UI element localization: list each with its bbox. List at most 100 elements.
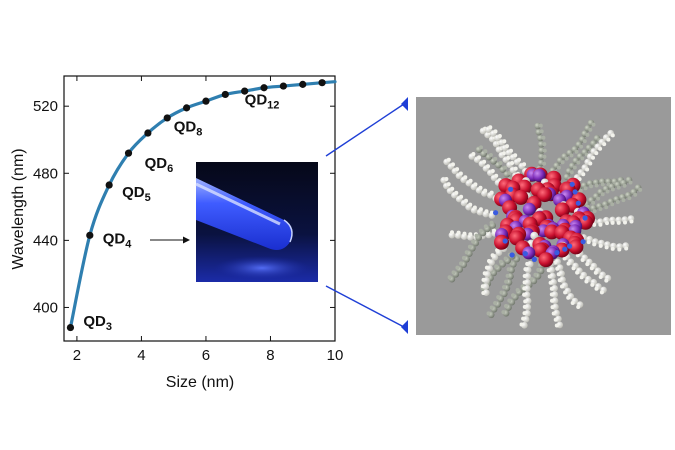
ligand-atom xyxy=(481,277,486,282)
ligand-atom xyxy=(556,165,561,170)
ligand-atom xyxy=(459,261,463,266)
ligand-atom xyxy=(503,256,508,261)
ligand-atom xyxy=(509,148,513,153)
ligand-atom xyxy=(464,198,468,203)
ligand-atom xyxy=(591,155,595,160)
ligand-atom xyxy=(542,161,547,166)
ligand-atom xyxy=(504,279,509,284)
ligand-atom xyxy=(598,243,603,248)
ligand-atom xyxy=(523,267,528,272)
ligand-atom xyxy=(572,165,577,170)
ligand-atom xyxy=(541,135,546,140)
ligand-atom xyxy=(556,272,561,277)
core-atom xyxy=(493,210,499,216)
ligand-atom xyxy=(562,256,567,261)
ligand-atom xyxy=(486,311,491,316)
tick-labels: 2 4 6 8 10 400 440 480 520 xyxy=(33,98,343,364)
y-tick-label: 520 xyxy=(33,98,58,115)
ligand-atom xyxy=(515,288,520,292)
ligand-atom xyxy=(483,188,488,193)
ligand-atom xyxy=(522,280,527,285)
ligand-atom xyxy=(596,196,601,201)
core-atom xyxy=(508,186,514,192)
qd-label: QD5 xyxy=(122,184,151,204)
ligand-atom xyxy=(627,196,632,201)
ligand-atom xyxy=(523,291,531,299)
ligand-atom xyxy=(503,165,507,170)
core-atom xyxy=(532,168,546,182)
ligand-atom xyxy=(498,259,503,264)
ligand-atom xyxy=(615,200,620,204)
ligand-shell xyxy=(440,119,643,329)
ligand-atom xyxy=(588,127,593,132)
core-atom xyxy=(513,189,529,205)
ligand-atom xyxy=(549,286,554,291)
core-atom xyxy=(509,252,515,258)
ligand-atom xyxy=(507,298,512,303)
x-tick-label: 6 xyxy=(202,347,210,364)
quantum-dot-model xyxy=(416,97,671,335)
ligand-atom xyxy=(602,142,607,147)
ligand-atom xyxy=(478,228,483,233)
ligand-atom xyxy=(480,284,485,289)
ligand-atom xyxy=(489,190,494,195)
ligand-atom xyxy=(590,282,595,287)
ligand-atom xyxy=(610,133,615,138)
ligand-atom xyxy=(571,266,576,271)
core-atom xyxy=(572,189,578,195)
data-point xyxy=(318,79,326,87)
core-atom xyxy=(569,181,575,187)
ligand-atom xyxy=(591,200,596,205)
ligand-atom xyxy=(522,304,527,309)
ligand-atom xyxy=(501,310,506,315)
ligand-atom xyxy=(628,180,633,185)
ligand-atom xyxy=(511,293,515,298)
data-point xyxy=(144,129,152,137)
ligand-atom xyxy=(610,202,615,207)
ligand-atom xyxy=(591,122,596,127)
ligand-atom xyxy=(557,278,562,283)
ligand-atom xyxy=(582,139,587,144)
ligand-atom xyxy=(484,265,489,270)
ligand-atom xyxy=(592,242,597,247)
ligand-atom xyxy=(523,299,528,304)
data-point xyxy=(260,84,268,92)
ligand-atom xyxy=(553,317,558,322)
ligand-atom xyxy=(522,292,527,297)
ligand-atom xyxy=(505,144,509,149)
axis-ticks xyxy=(64,76,336,341)
ligand-atom xyxy=(493,129,498,134)
ligand-atom xyxy=(450,230,454,235)
core-atom xyxy=(538,252,554,268)
ligand-atom xyxy=(542,154,547,159)
ligand-atom xyxy=(519,322,524,327)
ligand-atom xyxy=(524,279,531,286)
nanocrystal-core xyxy=(493,166,595,268)
core-atom xyxy=(554,250,560,256)
ligand-atom xyxy=(580,156,585,161)
ligand-atom xyxy=(481,291,486,295)
ligand-atom xyxy=(450,186,455,191)
ligand-atom xyxy=(594,151,599,156)
ligand-atom xyxy=(488,125,493,130)
ligand-atom xyxy=(479,145,483,150)
ligand-atom xyxy=(610,220,615,225)
ligand-atom xyxy=(621,198,626,203)
ligand-atom xyxy=(538,147,545,154)
ligand-atom xyxy=(502,285,506,290)
ligand-atom xyxy=(585,132,590,137)
ligand-atom xyxy=(575,270,580,275)
ligand-atom xyxy=(589,184,594,189)
ligand-atom xyxy=(600,182,605,187)
ligand-atom xyxy=(589,266,594,271)
ligand-atom xyxy=(538,153,545,160)
ligand-atom xyxy=(533,272,538,277)
ligand-atom xyxy=(633,192,638,197)
ligand-atom xyxy=(609,216,616,224)
ligand-atom xyxy=(604,245,609,250)
ligand-atom xyxy=(581,172,586,177)
ligand-atom xyxy=(506,155,511,160)
ligand-atom xyxy=(471,152,476,156)
ligand-atom xyxy=(610,187,615,192)
